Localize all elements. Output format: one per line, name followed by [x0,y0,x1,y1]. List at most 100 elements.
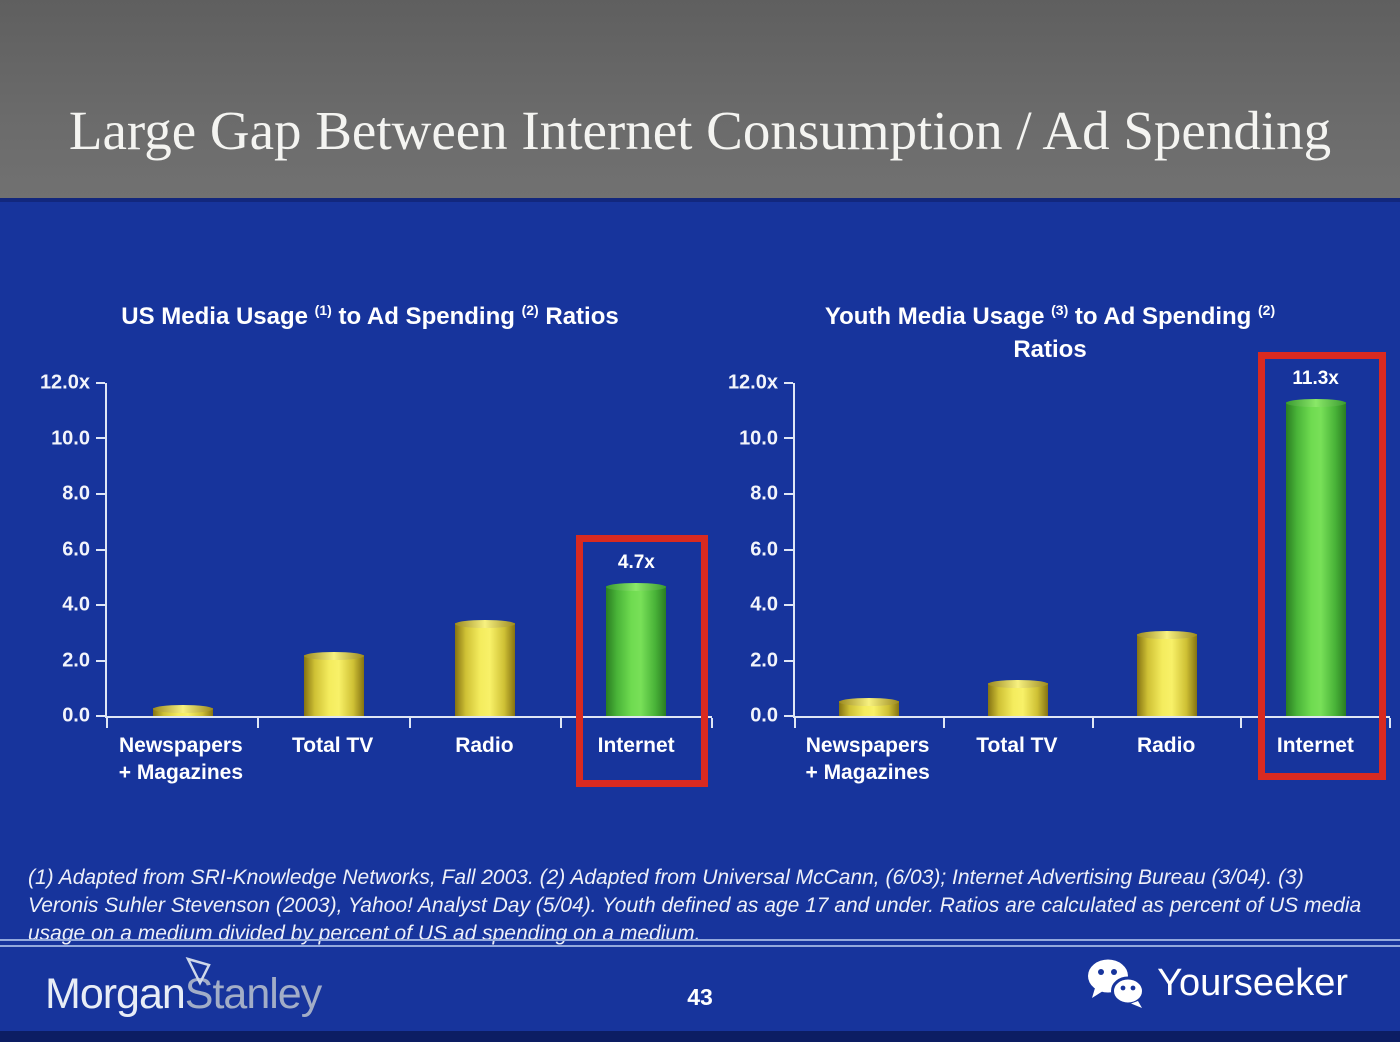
bar-cap [839,697,900,706]
wechat-icon [1088,959,1146,1008]
bar-slot-radio [1091,383,1242,728]
y-axis-tick-label: 2.0 [750,649,778,671]
page-number: 43 [687,984,713,1010]
bar-cap [455,620,516,629]
y-axis-tick-label: 0.0 [62,704,90,727]
footnote: (1) Adapted from SRI-Knowledge Networks,… [28,866,1362,945]
morgan-stanley-logo: MorganStanley [45,957,322,1019]
bar-cap [988,679,1049,688]
y-axis-tick-label: 6.0 [62,538,90,560]
y-axis-tick-label: 10.0 [739,427,778,449]
bar-radio [1136,631,1197,716]
footnote-marker-3: (3) [1051,302,1069,318]
x-axis-tick [106,718,108,728]
plot-area: 12.0x 10.0 8.0 6.0 4.0 2.0 0.0 11.3x [728,368,1391,728]
bar-slot-total-tv [257,383,409,728]
x-axis-tick [794,718,796,728]
morgan-text: Morgan [45,970,186,1018]
yourseeker-logo: Yourseeker [1087,958,1348,1008]
x-axis-labels: Newspapers + Magazines Total TV Radio Intern… [793,732,1390,786]
footnote-marker-1: (1) [314,302,332,318]
bar-cap [152,704,213,713]
bar-slot-newspapers-magazines [106,383,258,728]
x-axis-label: Total TV [976,734,1058,757]
youth-media-usage-chart: 12.0x 10.0 8.0 6.0 4.0 2.0 0.0 11.3x Newspapers… [728,368,1391,784]
slide-title: Large Gap Between Internet Consumption /… [68,100,1332,161]
footnote-marker-2: (2) [521,302,539,318]
y-axis-tick [96,548,105,551]
x-axis-label: Total TV [291,734,374,757]
x-axis-label: Radio [455,734,514,757]
y-axis-tick [96,492,105,495]
bar-value-label-internet: 11.3x [1292,368,1339,390]
x-axis-tick [1240,718,1243,728]
right-chart-title-text: to Ad Spending [1074,303,1252,330]
bar-slots: 4.7x [106,383,713,728]
bar-newspapers-magazines [152,704,213,716]
bar-slot-total-tv [942,383,1093,728]
bar-cap [1136,631,1197,640]
y-axis-tick [784,492,793,495]
internet-highlight-box-right [1258,352,1386,780]
y-axis-tick-label: 4.0 [750,593,778,616]
right-chart-title-line1: Youth Media Usage (3) to Ad Spending (2) [790,294,1310,333]
bottom-strip [0,1031,1400,1042]
bar-radio [455,620,516,716]
y-axis-tick-label: 4.0 [62,593,90,616]
left-chart-title-text: to Ad Spending [338,303,515,330]
x-axis-label: Internet [597,734,675,757]
y-axis-tick [784,548,793,551]
x-axis-label: Radio [1136,734,1196,757]
morgan-stanley-triangle-icon [185,957,211,986]
y-axis-tick [784,715,793,717]
x-axis-tick [1389,718,1391,728]
y-axis-tick-label: 8.0 [750,482,778,505]
right-chart-title-text: Youth Media Usage [824,303,1045,330]
bar-slots: 11.3x [794,368,1391,728]
bar-total-tv [303,651,364,716]
x-axis-tick [711,718,713,728]
right-chart-title: Youth Media Usage (3) to Ad Spending (2)… [790,294,1310,366]
x-axis-label: Internet [1276,734,1354,757]
bar-total-tv [988,679,1049,716]
yourseeker-text: Yourseeker [1157,961,1348,1004]
y-axis-tick [784,603,793,606]
bar-slot-newspapers-magazines [794,383,944,728]
y-axis-tick-label: 12.0x [39,371,90,394]
y-axis-tick [96,715,105,717]
x-axis-label: Newspapers + Magazines [805,734,930,784]
x-axis-tick [257,718,260,728]
bar-cap [606,582,667,591]
slide-header: Large Gap Between Internet Consumption /… [0,0,1400,202]
us-media-usage-chart: 12.0x 10.0 8.0 6.0 4.0 2.0 0.0 4.7x Newspapers +… [40,372,713,784]
bar-slot-radio [408,383,561,728]
y-axis-tick [96,382,105,384]
footnote-marker-2: (2) [1258,302,1276,318]
x-axis-tick [1091,718,1094,728]
stanley-text: Stanley [184,970,322,1018]
bar-slot-internet: 11.3x [1240,368,1391,728]
bar-value-label-internet: 4.7x [617,551,655,573]
left-chart-title-text: Ratios [545,303,619,330]
y-axis-tick-label: 2.0 [62,649,90,671]
bar-internet [1285,399,1346,716]
y-axis-tick [96,603,105,606]
y-axis-tick [784,382,793,384]
x-axis-label: Newspapers + Magazines [118,734,244,784]
right-chart-title-line2: Ratios [1013,336,1087,363]
x-axis-tick [559,718,562,728]
left-chart-title-text: US Media Usage [121,303,308,330]
x-axis-tick [408,718,411,728]
footer-divider [0,939,1400,947]
y-axis-tick-label: 12.0x [727,371,778,394]
x-axis-tick [942,718,945,728]
y-axis-tick-label: 6.0 [750,538,778,560]
plot-area: 12.0x 10.0 8.0 6.0 4.0 2.0 0.0 4.7x [40,372,713,728]
bar-newspapers-magazines [839,697,900,716]
bar-internet [606,582,667,716]
bar-cap [303,651,364,660]
y-axis-tick [96,659,105,662]
left-chart-title: US Media Usage (1) to Ad Spending (2) Ra… [70,294,670,333]
y-axis-tick [784,437,793,440]
